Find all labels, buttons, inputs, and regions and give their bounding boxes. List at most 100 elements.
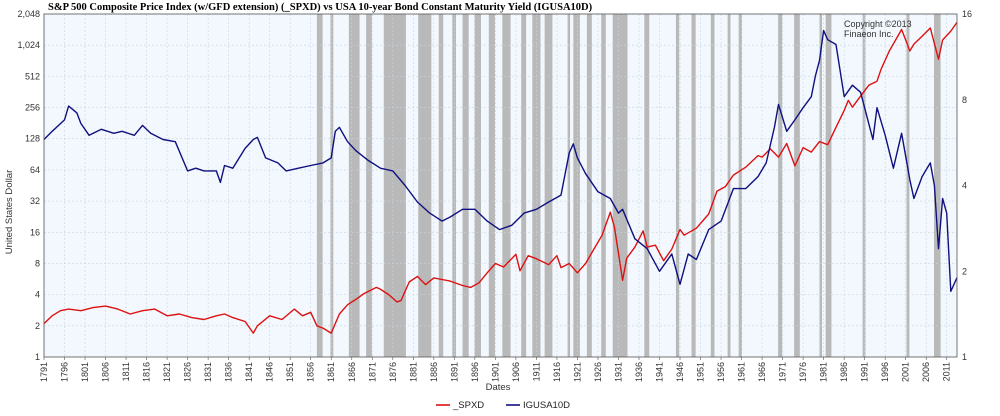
x-tick-label: 1961 — [737, 362, 747, 382]
y-tick-label: 64 — [30, 165, 40, 175]
recession-band — [675, 14, 680, 357]
x-tick-label: 1931 — [613, 362, 623, 382]
x-tick-label: 1806 — [101, 362, 111, 382]
y-tick-label: 8 — [35, 258, 40, 268]
x-tick-label: 1871 — [367, 362, 377, 382]
x-tick-label: 1816 — [142, 362, 152, 382]
recession-band — [366, 14, 372, 357]
recession-band — [438, 14, 444, 357]
y-tick-label: 2,048 — [17, 9, 40, 19]
recession-band — [644, 14, 650, 357]
series-lines — [43, 21, 958, 334]
recession-band — [316, 14, 323, 357]
y2-axis-ticks: 1 2 4 8 16 — [962, 9, 972, 362]
x-tick-label: 1896 — [470, 362, 480, 382]
y-tick-label: 1,024 — [17, 40, 40, 50]
x-tick-label: 1836 — [224, 362, 234, 382]
x-tick-label: 1901 — [490, 362, 500, 382]
plot-area — [44, 14, 957, 357]
x-tick-label: 1811 — [121, 362, 131, 381]
legend-entry-label: _SPXD — [452, 400, 484, 411]
y-tick-label: 128 — [25, 134, 40, 144]
recession-band — [738, 14, 742, 357]
x-tick-label: 1826 — [183, 362, 193, 382]
series-line-igusa10d — [43, 29, 958, 293]
y-tick-label: 256 — [25, 103, 40, 113]
recession-band — [330, 14, 334, 357]
x-tick-label: 1916 — [552, 362, 562, 382]
y-tick-label: 32 — [30, 196, 40, 206]
x-tick-label: 1926 — [593, 362, 603, 382]
y2-tick-label: 4 — [962, 181, 967, 191]
recession-band — [502, 14, 511, 357]
y-axis-ticks: 1 2 4 8 16 32 64 128 256 512 1,024 2,048 — [17, 9, 40, 362]
plot-frame — [43, 13, 958, 358]
recession-band — [573, 14, 580, 357]
recession-band — [544, 14, 553, 357]
chart-title: S&P 500 Composite Price Index (w/GFD ext… — [48, 2, 593, 13]
recession-band — [418, 14, 432, 357]
x-tick-label: 1861 — [326, 362, 336, 382]
y-tick-label: 4 — [35, 290, 40, 300]
recession-band — [567, 14, 571, 357]
x-tick-label: 1886 — [429, 362, 439, 382]
recession-band — [488, 14, 495, 357]
y2-tick-label: 1 — [962, 352, 967, 362]
x-tick-label: 2001 — [901, 362, 911, 382]
x-tick-label: 2011 — [942, 362, 952, 381]
x-tick-label: 1906 — [511, 362, 521, 382]
x-tick-label: 1951 — [696, 362, 706, 382]
y-axis-label: United States Dollar — [4, 170, 15, 254]
recession-band — [452, 14, 456, 357]
x-tick-label: 1796 — [60, 362, 70, 382]
recession-band — [601, 14, 606, 357]
y-tick-label: 512 — [25, 71, 40, 81]
recession-band — [825, 14, 832, 357]
x-tick-label: 1921 — [572, 362, 582, 382]
recession-band — [710, 14, 715, 357]
x-tick-label: 1876 — [388, 362, 398, 382]
recession-band — [691, 14, 696, 357]
series-line-spxd — [43, 21, 958, 334]
x-tick-label: 1846 — [265, 362, 275, 382]
recession-band — [462, 14, 469, 357]
y-tick-label: 1 — [35, 352, 40, 362]
y2-tick-label: 2 — [962, 266, 967, 276]
x-axis-label: Dates — [486, 382, 511, 393]
x-tick-label: 1791 — [39, 362, 49, 382]
recession-band — [532, 14, 541, 357]
y2-tick-label: 16 — [962, 9, 972, 19]
y-tick-label: 16 — [30, 227, 40, 237]
x-tick-label: 1866 — [347, 362, 357, 382]
recession-band — [906, 14, 910, 357]
recession-band — [794, 14, 800, 357]
recession-band — [862, 14, 866, 357]
x-tick-label: 1956 — [716, 362, 726, 382]
legend-entry-label: IGUSA10D — [523, 400, 570, 411]
x-tick-label: 1991 — [860, 362, 870, 382]
recession-band — [586, 14, 592, 357]
x-tick-label: 1986 — [839, 362, 849, 382]
legend: _SPXD IGUSA10D — [436, 400, 570, 411]
recession-band — [778, 14, 783, 357]
recession-band — [383, 14, 406, 357]
copyright-line-2: Finaeon Inc. — [844, 29, 894, 39]
x-tick-label: 1941 — [655, 362, 665, 382]
x-axis-ticks: 1791 1796 1801 1806 1811 1816 1821 1826 1831 1836… — [39, 357, 952, 382]
y-tick-label: 2 — [35, 321, 40, 331]
recession-band — [727, 14, 731, 357]
x-tick-label: 1801 — [80, 362, 90, 382]
copyright-line-1: Copyright ©2013 — [844, 19, 912, 29]
x-tick-label: 1841 — [244, 362, 254, 382]
axes — [43, 13, 958, 358]
recession-band — [474, 14, 482, 357]
x-tick-label: 1891 — [449, 362, 459, 382]
x-tick-label: 1831 — [203, 362, 213, 382]
recession-band — [819, 14, 822, 357]
x-tick-label: 1936 — [634, 362, 644, 382]
x-tick-label: 1971 — [778, 362, 788, 382]
recession-band — [934, 14, 941, 357]
x-tick-label: 1856 — [306, 362, 316, 382]
x-tick-label: 1966 — [757, 362, 767, 382]
